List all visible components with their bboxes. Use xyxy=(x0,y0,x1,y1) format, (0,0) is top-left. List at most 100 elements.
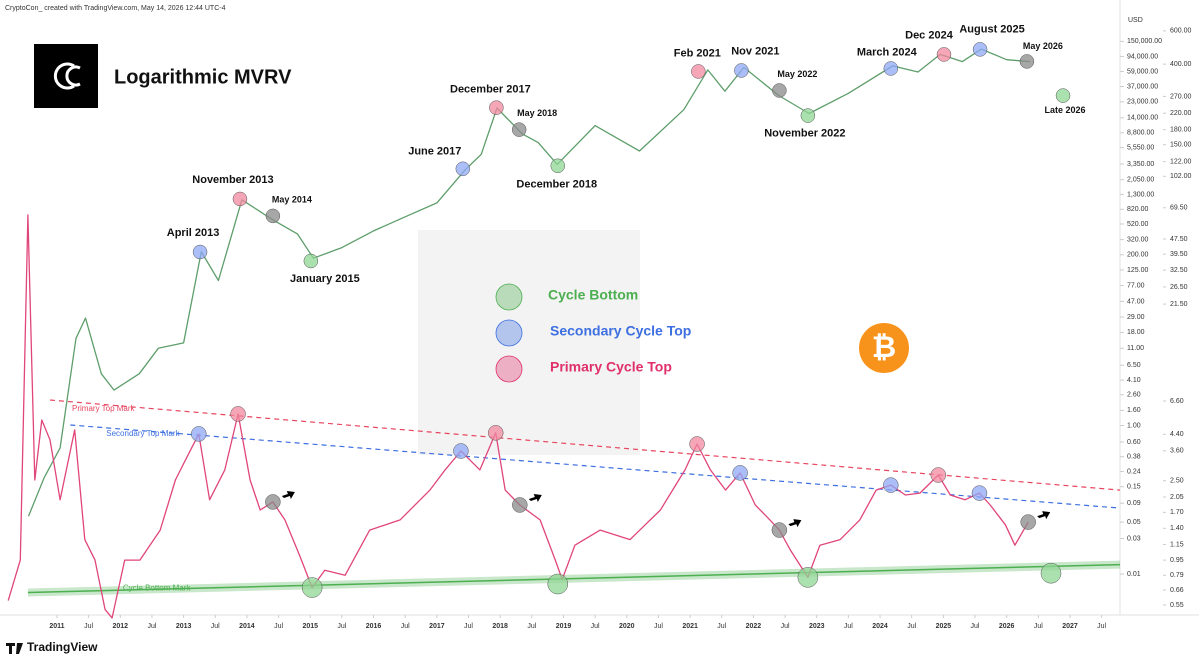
mvrv-marker xyxy=(230,406,246,422)
y-tick-label: 0.03 xyxy=(1127,535,1141,542)
x-tick-label: 2014 xyxy=(239,623,255,630)
arrow xyxy=(528,493,542,502)
y-tick-label: 1.00 xyxy=(1127,422,1141,429)
y2-tick-label: 1.70 xyxy=(1170,509,1184,516)
legend-swatch xyxy=(495,319,523,347)
trend-label: Secondary Top Mark xyxy=(106,429,180,438)
x-tick-label: 2023 xyxy=(809,623,825,630)
price-marker xyxy=(1055,88,1071,103)
chart-title: Logarithmic MVRV xyxy=(114,66,292,88)
y-tick-label: 150,000.00 xyxy=(1127,38,1162,45)
y-tick-label: 520.00 xyxy=(1127,221,1149,228)
x-tick-label: 2011 xyxy=(49,623,64,630)
marker-label: November 2013 xyxy=(192,174,273,186)
currency: USD xyxy=(1128,17,1143,24)
price-marker xyxy=(772,83,787,98)
price-marker xyxy=(883,61,899,76)
brand: TradingView xyxy=(27,640,98,654)
mvrv-marker xyxy=(1020,514,1036,530)
y-tick-label: 1.60 xyxy=(1127,407,1141,414)
y2-tick-label: 6.60 xyxy=(1170,398,1184,405)
y2-tick-label: 102.00 xyxy=(1170,173,1192,180)
price-marker xyxy=(1019,54,1035,69)
price-marker xyxy=(936,47,952,62)
arrow xyxy=(1037,511,1051,520)
price-marker xyxy=(972,42,988,57)
marker-label: May 2014 xyxy=(272,194,312,204)
price-marker xyxy=(455,161,471,177)
y2-tick-label: 39.50 xyxy=(1170,251,1188,258)
y2-tick-label: 0.95 xyxy=(1170,557,1184,564)
marker-label: Dec 2024 xyxy=(905,29,954,41)
mvrv-marker xyxy=(689,436,705,452)
x-tick-label: Jul xyxy=(591,623,600,630)
mvrv-marker xyxy=(797,567,819,588)
marker-label: Late 2026 xyxy=(1045,105,1086,115)
price-marker xyxy=(303,253,319,269)
y-tick-label: 2,050.00 xyxy=(1127,177,1154,184)
mvrv-marker xyxy=(547,573,569,595)
price-marker xyxy=(489,100,504,115)
credit: CryptoCon_ created with TradingView.com,… xyxy=(5,5,226,12)
y2-tick-label: 2.05 xyxy=(1170,494,1184,501)
y2-tick-label: 4.40 xyxy=(1170,431,1184,438)
y2-tick-label: 32.50 xyxy=(1170,267,1188,274)
x-tick-label: Jul xyxy=(337,623,346,630)
y2-tick-label: 21.50 xyxy=(1170,301,1188,308)
marker-label: January 2015 xyxy=(290,273,360,285)
marker-label: August 2025 xyxy=(959,23,1024,35)
price-marker xyxy=(800,108,816,123)
y2-tick-label: 0.55 xyxy=(1170,602,1184,609)
mvrv-marker xyxy=(512,497,528,513)
x-tick-label: Jul xyxy=(907,623,916,630)
y-tick-label: 8,800.00 xyxy=(1127,130,1154,137)
x-tick-label: Jul xyxy=(527,623,536,630)
x-tick-label: Jul xyxy=(717,623,726,630)
price-marker xyxy=(511,122,527,137)
trend-line xyxy=(70,424,1121,509)
mvrv-marker xyxy=(883,477,899,493)
mvrv-marker xyxy=(301,577,323,598)
y-tick-label: 0.24 xyxy=(1127,468,1141,475)
y-tick-label: 0.09 xyxy=(1127,500,1141,507)
mvrv-marker xyxy=(191,426,207,442)
y-tick-label: 5,550.00 xyxy=(1127,144,1154,151)
x-tick-label: Jul xyxy=(211,623,220,630)
y-tick-label: 0.60 xyxy=(1127,439,1141,446)
price-marker xyxy=(192,244,208,260)
y2-tick-label: 3.60 xyxy=(1170,448,1184,455)
y-tick-label: 820.00 xyxy=(1127,206,1149,213)
x-tick-label: Jul xyxy=(1034,623,1043,630)
mvrv-marker xyxy=(771,522,788,538)
legend-panel xyxy=(418,230,640,455)
y2-tick-label: 180.00 xyxy=(1170,127,1192,134)
mvrv-marker xyxy=(971,485,988,501)
marker-label: December 2017 xyxy=(450,84,531,96)
marker-label: May 2022 xyxy=(777,69,817,79)
y-tick-label: 200.00 xyxy=(1127,252,1149,259)
x-tick-label: Jul xyxy=(401,623,410,630)
marker-label: March 2024 xyxy=(857,46,918,58)
price-marker xyxy=(691,64,706,79)
y2-tick-label: 1.15 xyxy=(1170,541,1184,548)
mvrv-marker xyxy=(732,465,748,481)
y-tick-label: 11.00 xyxy=(1127,345,1144,352)
x-tick-label: 2026 xyxy=(999,623,1015,630)
y-tick-label: 4.10 xyxy=(1127,377,1141,384)
y-tick-label: 6.50 xyxy=(1127,362,1141,369)
mvrv-marker xyxy=(265,494,281,510)
x-tick-label: Jul xyxy=(147,623,156,630)
price-marker xyxy=(265,208,281,224)
marker-label: June 2017 xyxy=(408,146,461,158)
series-line xyxy=(7,214,1029,619)
price-marker xyxy=(232,191,248,207)
mvrv-marker xyxy=(930,467,947,483)
y-tick-label: 37,000.00 xyxy=(1127,83,1158,90)
price-marker xyxy=(734,63,749,78)
arrow xyxy=(788,519,802,528)
legend-label: Cycle Bottom xyxy=(548,287,638,303)
marker-label: April 2013 xyxy=(167,227,220,239)
trend-label: Cycle Bottom Mark xyxy=(123,584,192,593)
marker-label: November 2022 xyxy=(764,128,845,140)
y2-tick-label: 150.00 xyxy=(1170,141,1192,148)
